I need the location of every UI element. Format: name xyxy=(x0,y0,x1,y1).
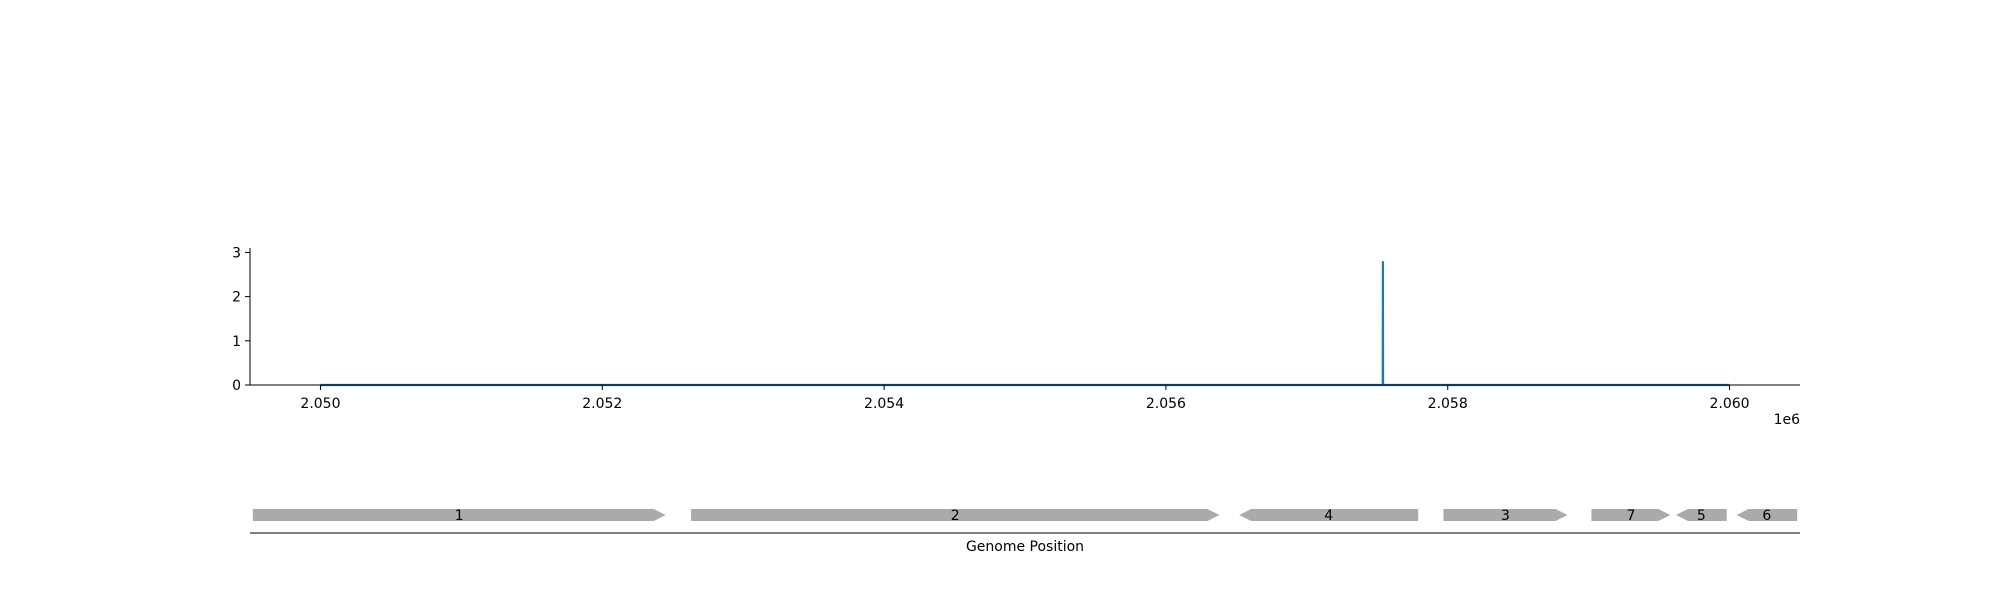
coverage-series-group xyxy=(320,261,1730,387)
coverage-plot: 2.050 2.052 2.054 2.056 2.058 2.060 0 1 2 3 1e6 xyxy=(232,245,1800,428)
gene-arrow-4 xyxy=(1239,509,1419,521)
x-tick-label: 2.050 xyxy=(300,396,340,412)
x-tick-label: 2.056 xyxy=(1146,396,1186,412)
gene-arrow-7 xyxy=(1591,509,1671,521)
gene-arrow-6 xyxy=(1736,509,1798,521)
coverage-x-ticks: 2.050 2.052 2.054 2.056 2.058 2.060 xyxy=(300,385,1750,412)
gene-arrow-1 xyxy=(252,509,666,521)
gene-label-1: 1 xyxy=(455,508,464,524)
x-tick-label: 2.060 xyxy=(1709,396,1749,412)
gene-track-x-label: Genome Position xyxy=(966,539,1084,555)
gene-arrow-5 xyxy=(1676,509,1727,521)
gene-label-7: 7 xyxy=(1626,508,1635,524)
coverage-y-ticks: 0 1 2 3 xyxy=(232,245,250,394)
gene-arrow-3 xyxy=(1443,509,1568,521)
gene-label-2: 2 xyxy=(951,508,960,524)
gene-label-4: 4 xyxy=(1324,508,1333,524)
y-tick-label: 3 xyxy=(232,245,241,261)
gene-label-6: 6 xyxy=(1762,508,1771,524)
gene-arrows-group: 1 2 4 3 7 5 6 xyxy=(252,508,1798,524)
y-tick-label: 2 xyxy=(232,290,241,306)
gene-track: 1 2 4 3 7 5 6 Genome Position xyxy=(250,508,1800,555)
coverage-series-line-0 xyxy=(320,261,1730,387)
y-tick-label: 1 xyxy=(232,334,241,350)
gene-label-5: 5 xyxy=(1697,508,1706,524)
x-tick-label: 2.052 xyxy=(582,396,622,412)
x-tick-label: 2.054 xyxy=(864,396,904,412)
y-tick-label: 0 xyxy=(232,378,241,394)
gene-label-3: 3 xyxy=(1501,508,1510,524)
gene-arrow-2 xyxy=(691,509,1220,521)
x-offset-label: 1e6 xyxy=(1774,412,1801,428)
x-tick-label: 2.058 xyxy=(1428,396,1468,412)
